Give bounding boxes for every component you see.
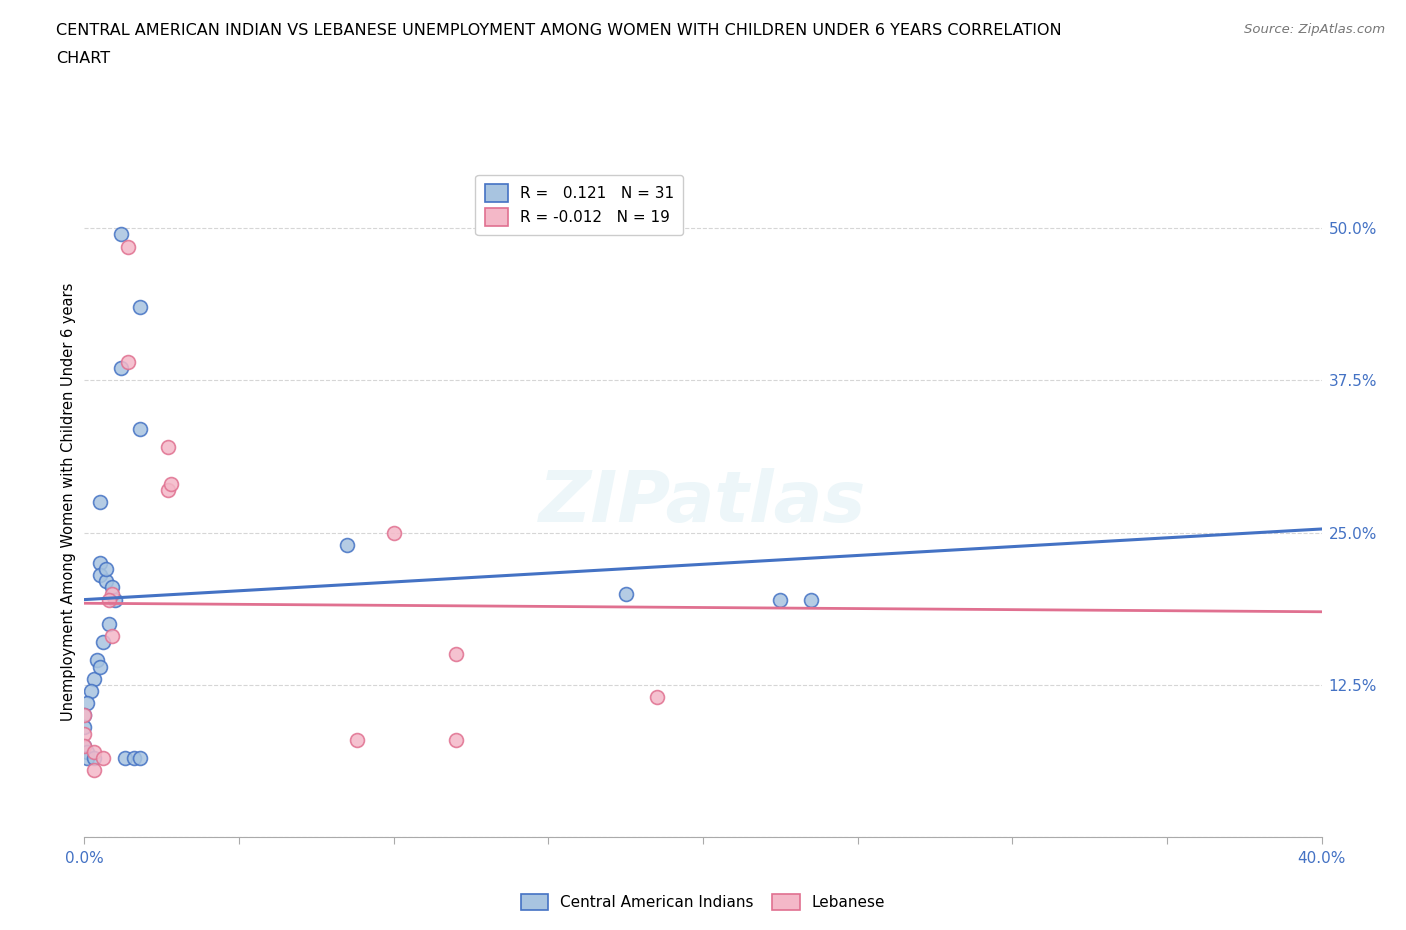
Point [114,751,136,765]
Point [98,592,121,607]
Point [73,720,96,735]
Point [76,696,98,711]
Point [83,763,105,777]
Point [89,568,111,583]
Point [444,732,467,747]
Point [382,525,405,540]
Point [83,751,105,765]
Point [86,653,108,668]
Point [129,300,152,315]
Point [101,629,124,644]
Point [346,732,368,747]
Point [89,495,111,510]
Point [83,744,105,759]
Point [645,689,668,704]
Point [156,483,179,498]
Point [104,592,127,607]
Point [117,239,139,254]
Point [73,726,96,741]
Point [614,586,637,601]
Point [91,635,114,650]
Text: Source: ZipAtlas.com: Source: ZipAtlas.com [1244,23,1385,36]
Point [94,562,117,577]
Point [101,586,124,601]
Point [73,708,96,723]
Point [89,659,111,674]
Point [769,592,792,607]
Y-axis label: Unemployment Among Women with Children Under 6 years: Unemployment Among Women with Children U… [60,283,76,722]
Point [129,421,152,436]
Point [156,440,179,455]
Point [94,574,117,589]
Point [73,708,96,723]
Point [160,476,183,491]
Point [73,738,96,753]
Legend: Central American Indians, Lebanese: Central American Indians, Lebanese [515,888,891,916]
Point [122,751,145,765]
Point [83,671,105,686]
Point [336,538,359,552]
Point [444,647,467,662]
Text: CENTRAL AMERICAN INDIAN VS LEBANESE UNEMPLOYMENT AMONG WOMEN WITH CHILDREN UNDER: CENTRAL AMERICAN INDIAN VS LEBANESE UNEM… [56,23,1062,38]
Point [110,361,132,376]
Point [79,684,101,698]
Point [101,580,124,595]
Point [76,751,98,765]
Point [98,617,121,631]
Point [91,751,114,765]
Point [73,738,96,753]
Point [117,354,139,369]
Point [89,555,111,570]
Point [129,751,152,765]
Text: CHART: CHART [56,51,110,66]
Point [110,227,132,242]
Point [800,592,823,607]
Text: ZIPatlas: ZIPatlas [540,468,866,537]
Point [76,744,98,759]
